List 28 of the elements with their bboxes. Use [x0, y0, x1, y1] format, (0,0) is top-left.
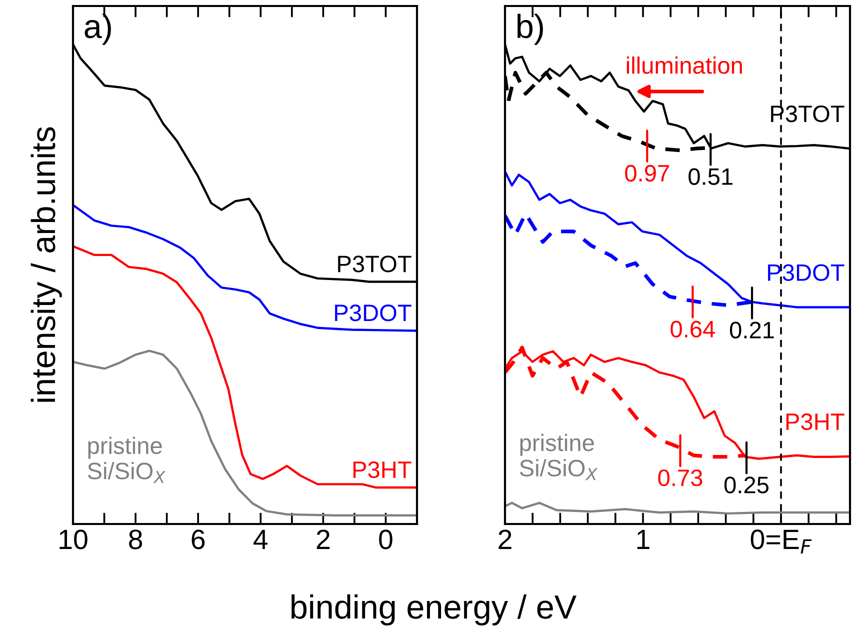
series-label: P3HT — [353, 461, 412, 478]
annotation: 0.21 — [730, 322, 774, 338]
annotation: 0.97 — [625, 164, 669, 182]
annotation: 0.73 — [658, 469, 702, 486]
x-tick-label: 4 — [254, 530, 268, 549]
x-tick-label: 1 — [637, 530, 650, 549]
x-tick-label: 6 — [192, 530, 205, 550]
annotation: 0.25 — [724, 476, 768, 494]
annotation: b) — [518, 14, 543, 45]
series-label: P3HT — [786, 413, 844, 430]
x-tick-label: 0 — [379, 530, 392, 550]
y-axis-title: intensity / arb.units — [30, 127, 62, 402]
annotation: 0.51 — [688, 168, 732, 185]
series-label: P3DOT — [335, 304, 412, 322]
x-axis-title: binding energy / eV — [292, 594, 576, 626]
series-label: pristine Si/SiO$_{X}$ — [88, 436, 166, 484]
x-tick-label: 0=E$_{F}$ — [750, 530, 812, 554]
x-tick-label: 2 — [498, 530, 512, 549]
annotation: 0.64 — [670, 320, 715, 338]
series-label: P3TOT — [338, 256, 412, 272]
x-tick-label: 2 — [316, 530, 330, 549]
x-tick-label: 8 — [129, 530, 142, 550]
x-tick-label: 10 — [60, 530, 88, 550]
annotation: a) — [84, 14, 111, 45]
series-label: P3DOT — [768, 264, 844, 281]
series-label: pristine Si/SiO$_{X}$ — [520, 434, 598, 480]
series-label: P3TOT — [771, 105, 844, 122]
annotation: illumination — [626, 56, 742, 74]
